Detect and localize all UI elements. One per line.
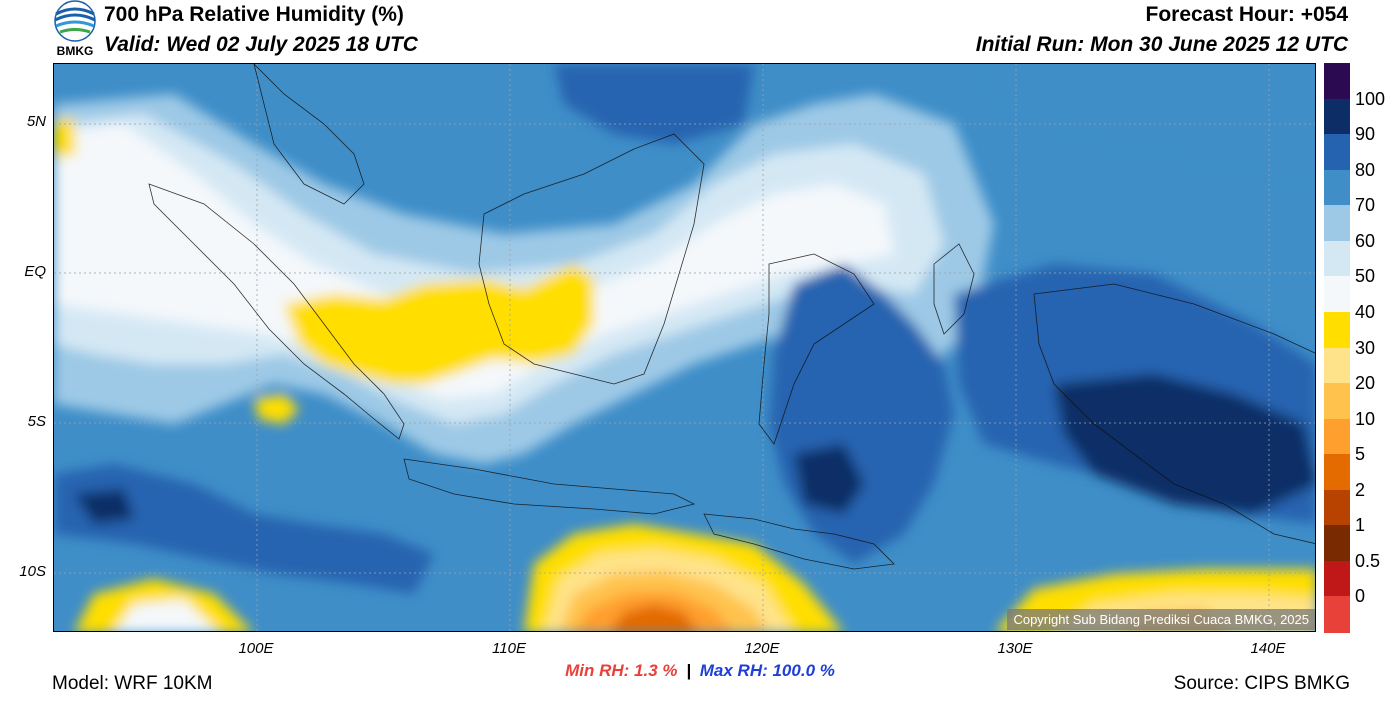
colorbar-label: 5: [1355, 444, 1366, 465]
copyright-note: Copyright Sub Bidang Prediksi Cuaca BMKG…: [1007, 609, 1315, 630]
colorbar-label: 40: [1355, 301, 1376, 322]
colorbar-label: 30: [1355, 337, 1376, 358]
colorbar-label: 50: [1355, 266, 1376, 287]
colorbar-segment: [1324, 525, 1350, 562]
max-rh: Max RH: 100.0 %: [699, 661, 835, 680]
stats-separator: |: [686, 661, 692, 680]
lon-label-120e: 120E: [744, 640, 780, 657]
colorbar-label: 20: [1355, 373, 1376, 394]
source-label: Source: CIPS BMKG: [1173, 673, 1350, 694]
colorbar-segment: [1324, 134, 1350, 171]
initial-run: Initial Run: Mon 30 June 2025 12 UTC: [975, 33, 1348, 56]
colorbar-segment: [1324, 98, 1350, 135]
min-rh: Min RH: 1.3 %: [565, 661, 678, 680]
colorbar-label: 90: [1355, 124, 1376, 145]
colorbar-segment: [1324, 489, 1350, 526]
lat-label-5n: 5N: [26, 113, 46, 130]
colorbar-label: 10: [1355, 408, 1376, 429]
colorbar-label: 70: [1355, 195, 1376, 216]
colorbar-label: 60: [1355, 230, 1376, 251]
lon-label-140e: 140E: [1250, 640, 1286, 657]
lon-label-100e: 100E: [238, 640, 274, 657]
lat-label-10s: 10S: [19, 563, 46, 580]
lon-label-130e: 130E: [997, 640, 1033, 657]
colorbar-label: 0.5: [1355, 550, 1381, 571]
bmkg-logo: BMKG: [52, 0, 98, 60]
lon-label-110e: 110E: [492, 640, 526, 657]
colorbar-segment: [1324, 205, 1350, 242]
colorbar-label: 80: [1355, 159, 1376, 180]
colorbar-segment: [1324, 560, 1350, 597]
colorbar-label: 1: [1355, 515, 1366, 536]
colorbar-segment: [1324, 418, 1350, 455]
model-label: Model: WRF 10KM: [52, 673, 213, 694]
colorbar-segment: [1324, 383, 1350, 420]
colorbar: [1324, 63, 1350, 633]
colorbar-segment: [1324, 596, 1350, 633]
colorbar-segment: [1324, 63, 1350, 100]
colorbar-segment: [1324, 347, 1350, 384]
logo-text: BMKG: [56, 44, 94, 58]
colorbar-segment: [1324, 311, 1350, 348]
colorbar-segment: [1324, 169, 1350, 206]
colorbar-segment: [1324, 240, 1350, 277]
colorbar-segment: [1324, 454, 1350, 491]
chart-title: 700 hPa Relative Humidity (%): [104, 3, 404, 26]
colorbar-label: 100: [1355, 88, 1386, 109]
lat-label-eq: EQ: [24, 263, 46, 280]
humidity-map: [53, 63, 1316, 632]
rh-stats: Min RH: 1.3 % | Max RH: 100.0 %: [0, 661, 1400, 681]
forecast-hour: Forecast Hour: +054: [1145, 3, 1349, 26]
colorbar-label: 0: [1355, 586, 1366, 607]
colorbar-segment: [1324, 276, 1350, 313]
valid-time: Valid: Wed 02 July 2025 18 UTC: [104, 33, 418, 56]
colorbar-label: 2: [1355, 479, 1366, 500]
lat-label-5s: 5S: [27, 413, 46, 430]
